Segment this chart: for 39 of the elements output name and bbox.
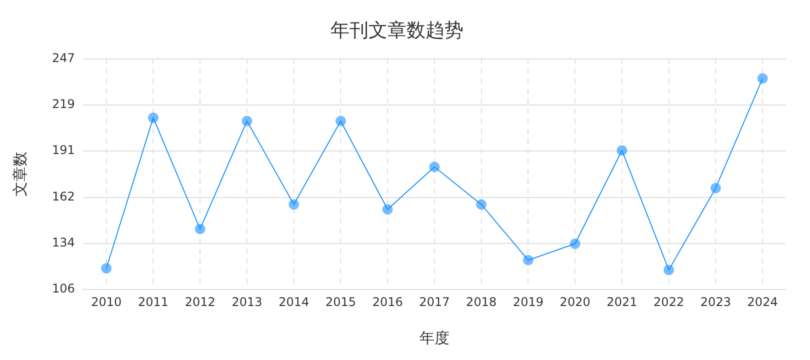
x-tick-label: 2020 xyxy=(560,294,590,309)
y-tick-label: 162 xyxy=(52,189,75,204)
point xyxy=(476,198,487,210)
point xyxy=(522,254,534,266)
y-tick-label: 219 xyxy=(52,97,75,112)
point xyxy=(428,161,440,172)
point xyxy=(382,204,394,215)
x-tick-label: 2010 xyxy=(91,294,122,309)
x-tick-label: 2015 xyxy=(325,294,356,309)
y-tick-label: 106 xyxy=(52,282,75,296)
y-tick-label: 134 xyxy=(52,236,75,250)
point xyxy=(335,116,346,126)
x-tick-label: 2016 xyxy=(372,294,403,309)
x-tick-label: 2011 xyxy=(138,294,168,309)
x-tick-label: 2023 xyxy=(700,294,731,309)
point xyxy=(194,224,206,235)
y-tick-label: 191 xyxy=(52,143,75,158)
x-tick-label: 2018 xyxy=(466,294,497,309)
point xyxy=(710,182,722,194)
point xyxy=(757,72,768,84)
x-tick-label: 2014 xyxy=(278,294,310,309)
point xyxy=(148,112,159,124)
chart-title: 年刊文章数趋势 xyxy=(330,19,464,42)
x-tick-label: 2013 xyxy=(232,294,262,309)
y-axis-title: 文章数 xyxy=(10,152,29,197)
x-tick-label: 2017 xyxy=(419,294,450,309)
x-axis-title: 年度 xyxy=(419,328,450,347)
point xyxy=(288,198,300,210)
y-tick-label: 247 xyxy=(52,50,75,65)
point xyxy=(663,264,674,276)
point xyxy=(241,116,252,126)
point xyxy=(616,144,628,156)
x-tick-label: 2022 xyxy=(654,294,684,309)
x-tick-label: 2019 xyxy=(512,294,544,309)
x-tick-label: 2024 xyxy=(747,294,778,309)
point xyxy=(100,262,112,274)
x-tick-label: 2021 xyxy=(606,294,638,309)
x-tick-label: 2012 xyxy=(184,294,216,309)
point xyxy=(570,238,581,250)
